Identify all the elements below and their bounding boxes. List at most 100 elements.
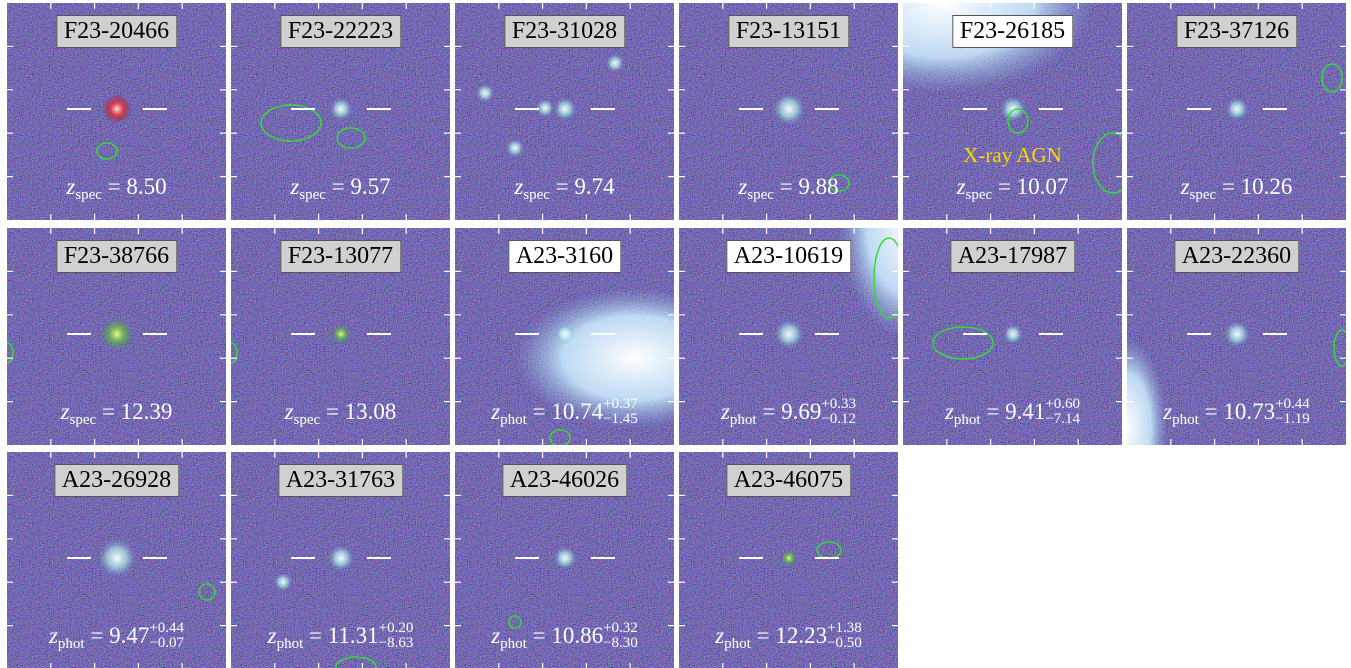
target-source [101, 318, 133, 350]
redshift-value: 13.08 [345, 399, 397, 424]
cutout-panel: A23-31763 zphot = 11.31+0.20−8.63 [231, 452, 450, 668]
error-plus: +0.44 [149, 621, 184, 636]
object-id: F23-31028 [504, 15, 625, 48]
redshift-kind: phot [730, 412, 757, 428]
redshift-kind: phot [500, 636, 527, 652]
relation: = [556, 174, 569, 199]
redshift: zspec = 13.08 [231, 399, 450, 429]
redshift-value: 10.74 [551, 399, 603, 424]
redshift-symbol: z [721, 399, 730, 424]
redshift-symbol: z [491, 399, 500, 424]
relation: = [102, 399, 115, 424]
redshift-value: 9.69 [781, 399, 821, 424]
object-id: A23-46026 [502, 464, 627, 497]
redshift-value: 9.88 [798, 174, 838, 199]
redshift-value: 9.57 [350, 174, 390, 199]
redshift: zphot = 11.31+0.20−8.63 [231, 621, 450, 653]
object-id: F23-22223 [280, 15, 401, 48]
redshift: zphot = 9.41+0.60−7.14 [903, 397, 1122, 429]
error-minus: −8.30 [603, 636, 638, 651]
cutout-panel: F23-20466 zspec = 8.50 [7, 3, 226, 220]
redshift: zspec = 10.26 [1127, 174, 1346, 204]
target-source [1003, 324, 1022, 343]
target-source [1226, 98, 1248, 120]
object-id: A23-17987 [950, 240, 1075, 273]
relation: = [1205, 399, 1218, 424]
redshift-kind: spec [747, 187, 774, 203]
redshift-value: 10.26 [1241, 174, 1293, 199]
object-id: F23-13151 [728, 15, 849, 48]
relation: = [309, 623, 322, 648]
error-plus: +0.60 [1045, 397, 1080, 412]
redshift-symbol: z [738, 174, 747, 199]
redshift: zspec = 8.50 [7, 174, 226, 204]
target-source [330, 98, 352, 120]
object-id: A23-3160 [508, 240, 621, 273]
object-id: A23-46075 [726, 464, 851, 497]
object-id: A23-22360 [1174, 240, 1299, 273]
redshift-symbol: z [514, 174, 523, 199]
relation: = [998, 174, 1011, 199]
relation: = [762, 399, 775, 424]
error-plus: +0.20 [379, 621, 414, 636]
redshift-error: +0.32−8.30 [603, 621, 638, 651]
cutout-panel: A23-46075zphot = 12.23+1.38−0.50 [679, 452, 898, 668]
redshift-value: 10.07 [1017, 174, 1069, 199]
error-minus: −0.07 [149, 636, 184, 651]
figure: F23-20466zspec = 8.50F23-22223zspec = 9.… [0, 0, 1351, 668]
redshift-kind: spec [523, 187, 550, 203]
redshift-kind: phot [724, 636, 751, 652]
redshift-symbol: z [268, 623, 277, 648]
target-source [1000, 96, 1026, 122]
redshift-error: +0.33−0.12 [821, 397, 856, 427]
star [506, 139, 524, 157]
error-plus: +0.32 [603, 621, 638, 636]
error-minus: −7.14 [1045, 412, 1080, 427]
target-source [331, 324, 350, 343]
cutout-panel: A23-22360zphot = 10.73+0.44−1.19 [1127, 228, 1346, 445]
redshift-kind: spec [75, 187, 102, 203]
target-source [555, 324, 574, 343]
error-minus: −1.19 [1275, 412, 1310, 427]
redshift-error: +0.20−8.63 [379, 621, 414, 651]
object-id: A23-31763 [278, 464, 403, 497]
redshift-kind: spec [70, 412, 97, 428]
redshift-symbol: z [66, 174, 75, 199]
error-minus: −0.50 [827, 636, 862, 651]
redshift-value: 8.50 [126, 174, 166, 199]
redshift-value: 12.23 [775, 623, 827, 648]
redshift-kind: phot [500, 412, 527, 428]
redshift-kind: spec [299, 187, 326, 203]
object-id: F23-20466 [56, 15, 177, 48]
target-source [103, 95, 132, 124]
redshift-symbol: z [49, 623, 58, 648]
relation: = [533, 399, 546, 424]
target-source [1224, 321, 1250, 347]
redshift: zphot = 10.86+0.32−8.30 [455, 621, 674, 653]
redshift-symbol: z [491, 623, 500, 648]
error-plus: +0.33 [821, 397, 856, 412]
target-source [773, 93, 805, 125]
relation: = [326, 399, 339, 424]
redshift: zspec = 9.57 [231, 174, 450, 204]
redshift-error: +0.37−1.45 [603, 397, 638, 427]
target-source [98, 539, 136, 577]
redshift: zspec = 9.74 [455, 174, 674, 204]
redshift-symbol: z [285, 399, 294, 424]
redshift-value: 10.73 [1223, 399, 1275, 424]
redshift-value: 10.86 [551, 623, 603, 648]
redshift-value: 11.31 [328, 623, 379, 648]
redshift-value: 12.39 [121, 399, 173, 424]
cutout-panel: A23-3160 zphot = 10.74+0.37−1.45 [455, 228, 674, 445]
target-source [775, 319, 804, 348]
object-id: F23-26185 [952, 15, 1073, 48]
redshift-value: 9.47 [109, 623, 149, 648]
target-source [554, 547, 576, 569]
relation: = [332, 174, 345, 199]
